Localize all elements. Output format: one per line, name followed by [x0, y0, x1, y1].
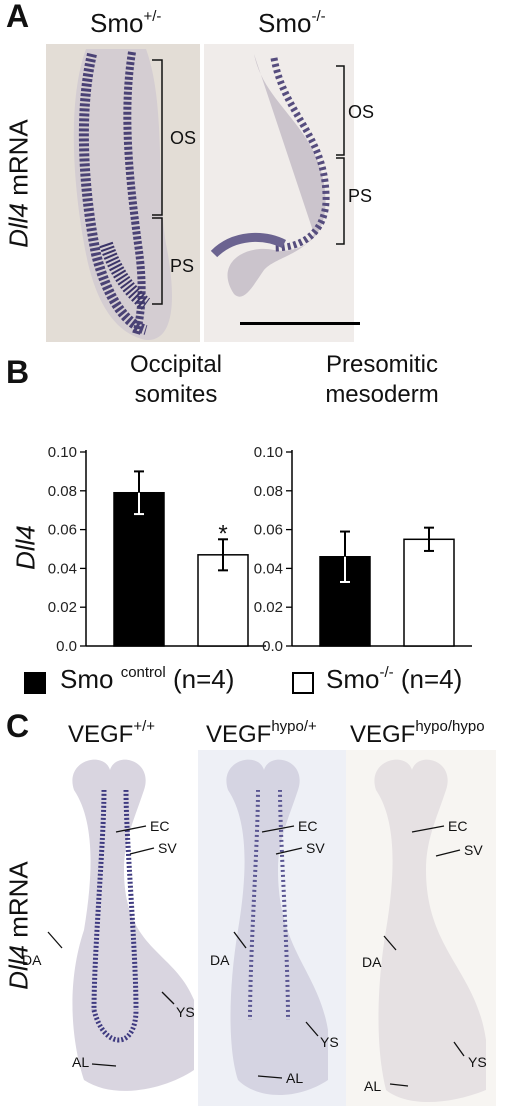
label-al-1: AL [72, 1054, 90, 1070]
label-da-2: DA [210, 952, 230, 968]
panel-c-col3-header: VEGFhypo/hypo [350, 718, 485, 749]
label-da-1: DA [22, 952, 42, 968]
chart2-bar-control [319, 556, 371, 647]
chart2-tick-label: 0.08 [254, 483, 283, 500]
bracket-label-ps-1: PS [170, 256, 195, 276]
label-ys-3: YS [468, 1054, 487, 1070]
chart2-tick-label: 0.10 [254, 444, 283, 461]
legend-swatch-control [24, 672, 46, 694]
scale-bar [240, 322, 360, 325]
micrograph-vegf-hypo-het [198, 750, 346, 1106]
chart1-tick-label: 0.0 [56, 638, 77, 655]
chart1-tick-label: 0.08 [48, 483, 77, 500]
panel-b-letter: B [6, 354, 30, 390]
col2-genotype: Smo [258, 8, 312, 38]
label-al-2: AL [286, 1070, 304, 1086]
chart1-bar-control [113, 491, 165, 647]
label-al-3: AL [364, 1078, 382, 1094]
bracket-label-os-1: OS [170, 128, 197, 148]
chart1-title-line2: somites [134, 381, 218, 408]
micrograph-vegf-wt [54, 750, 198, 1100]
panel-c-leader-lines [47, 825, 465, 1087]
label-ec-2: EC [298, 818, 318, 834]
panel-c-col3-base: VEGF [350, 721, 416, 748]
chart2-tick-label: 0.02 [254, 599, 283, 616]
chart1-tick-label: 0.04 [48, 560, 77, 577]
micrograph-smo-het [46, 44, 200, 342]
legend-null-n: (n=4) [400, 664, 463, 694]
panel-c-col2-base: VEGF [206, 721, 272, 748]
panel-c-col3-sup: hypo/hypo [415, 718, 485, 735]
legend-null-sup: -/- [379, 664, 394, 681]
label-ec-3: EC [448, 818, 468, 834]
chart1-tick-label: 0.02 [48, 599, 77, 616]
legend-control-base: Smo [60, 664, 114, 694]
chart2-title-line1: Presomitic [325, 351, 439, 378]
legend-control-n: (n=4) [172, 664, 235, 694]
panel-c-col2-sup: hypo/+ [271, 718, 317, 735]
panel-c-col2-header: VEGFhypo/+ [206, 718, 317, 749]
label-sv-2: SV [306, 840, 325, 856]
label-sv-3: SV [464, 842, 483, 858]
col1-genotype-sup: +/- [143, 8, 162, 25]
panel-a-col1-header: Smo+/- [90, 8, 161, 39]
legend-swatch-null [292, 672, 314, 694]
col2-genotype-sup: -/- [311, 8, 326, 25]
chart2-title-line2: mesoderm [325, 381, 439, 408]
chart1-title: Occipital somites [86, 350, 266, 410]
chart1-significance-star: * [218, 520, 227, 547]
panel-c-col1-sup: +/+ [133, 718, 156, 735]
bracket-label-os-2: OS [348, 102, 375, 122]
col1-genotype: Smo [90, 8, 144, 38]
legend-null-base: Smo [326, 664, 380, 694]
label-da-3: DA [362, 954, 382, 970]
panel-a-col2-header: Smo-/- [258, 8, 326, 39]
chart1-tick-label: 0.10 [48, 444, 77, 461]
label-ys-2: YS [320, 1034, 339, 1050]
panel-c-col1-header: VEGF+/+ [68, 718, 155, 749]
bracket-label-ps-2: PS [348, 186, 373, 206]
panel-c-letter: C [6, 708, 30, 744]
chart2-tick-label: 0.0 [262, 638, 283, 655]
chart2-title: Presomitic mesoderm [292, 350, 472, 410]
chart2-tick-label: 0.04 [254, 560, 283, 577]
legend-label-control: Smo control (n=4) [60, 664, 234, 695]
label-ys-1: YS [176, 1004, 195, 1020]
label-ec-1: EC [150, 818, 170, 834]
chart1-tick-label: 0.06 [48, 522, 77, 539]
chart1-title-line1: Occipital [129, 351, 223, 378]
legend-label-null: Smo-/- (n=4) [326, 664, 462, 695]
panel-a-brackets [152, 59, 360, 325]
legend-control-sup: control [120, 664, 166, 681]
panel-a-letter: A [6, 0, 30, 34]
panel-c-col1-base: VEGF [68, 721, 134, 748]
chart2-bar-null [403, 538, 455, 647]
chart2-tick-label: 0.06 [254, 522, 283, 539]
label-sv-1: SV [158, 840, 177, 856]
bar-charts: 0.0 0.02 0.04 0.06 0.08 0.10 * 0.0 0.02 0.04 0.06 0… [48, 444, 472, 655]
micrograph-smo-null [204, 44, 354, 342]
micrograph-vegf-hypo-hypo [346, 750, 496, 1106]
